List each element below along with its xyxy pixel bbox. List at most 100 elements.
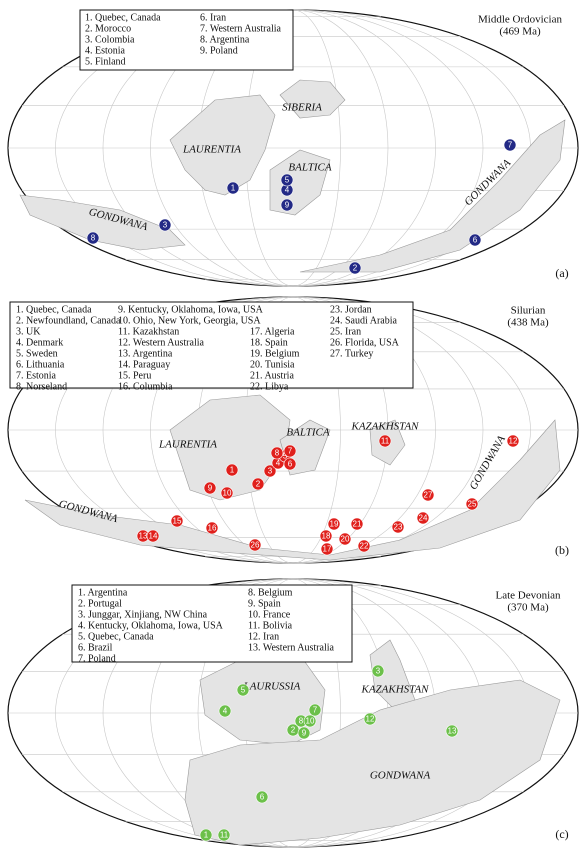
marker-number: 26 [251,541,260,550]
legend-entry: 10. France [248,609,291,620]
landmass [19,194,186,251]
legend-entry: 8. Norseland [16,381,67,392]
marker: 2 [251,477,265,491]
marker: 13 [136,529,150,543]
marker: 9 [203,481,217,495]
region-label: SIBERIA [282,102,322,114]
marker-dot [327,517,341,531]
marker: 3 [263,464,277,478]
marker-dot [308,703,322,717]
marker: 8 [294,714,308,728]
region-label: BALTICA [288,162,331,174]
marker-dot [251,477,265,491]
marker-dot [236,683,250,697]
legend-entry: 3. Junggar, Xinjiang, NW China [78,609,208,620]
legend-box [79,9,294,71]
marker-dot [378,434,392,448]
marker-number: 2 [256,480,261,489]
legend-entry: 6. Iran [200,12,226,23]
map-title: Late Devonian [495,590,561,602]
marker-number: 11 [220,831,229,840]
legend-entry: 7. Estonia [16,370,57,381]
marker-number: 27 [424,491,433,500]
marker-dot [203,481,217,495]
marker-number: 3 [163,221,168,230]
legend-entry: 12. Iran [248,631,279,642]
marker: 6 [283,457,297,471]
marker-dot [465,497,479,511]
marker-number: 1 [204,831,209,840]
legend-entry: 8. Argentina [200,34,250,45]
legend-entry: 11. Bolivia [248,620,293,631]
marker: 9 [280,198,294,212]
marker: 8 [86,231,100,245]
legend-entry: 8. Belgium [248,587,293,598]
marker-number: 22 [360,542,369,551]
marker: 7 [283,444,297,458]
marker: 27 [421,488,435,502]
marker-number: 15 [173,517,182,526]
marker-dot [217,828,231,842]
marker-number: 11 [381,437,390,446]
marker-number: 13 [139,532,148,541]
legend-entry: 23. Jordan [330,304,372,315]
legend-entry: 6. Lithuania [16,359,65,370]
marker-number: 16 [208,524,217,533]
marker-number: 17 [323,545,332,554]
legend-entry: 1. Argentina [78,587,128,598]
legend-entry: 6. Brazil [78,642,113,653]
legend-entry: 13. Argentina [118,348,173,359]
marker-number: 10 [223,489,232,498]
marker: 5 [236,683,250,697]
marker-dot [283,457,297,471]
region-label: LAURENTIA [182,144,241,156]
marker-number: 8 [91,234,96,243]
marker: 22 [357,539,371,553]
marker-number: 6 [473,236,478,245]
marker-dot [158,218,172,232]
marker-number: 5 [283,452,288,461]
marker: 9 [297,726,311,740]
legend-entry: 12. Western Australia [118,337,204,348]
marker-dot [280,198,294,212]
marker: 18 [319,529,333,543]
marker-dot [220,486,234,500]
marker-number: 18 [322,532,331,541]
landmass [299,119,566,273]
marker-dot [199,828,213,842]
marker: 1 [199,828,213,842]
landmass [169,94,276,196]
marker: 10 [303,714,317,728]
panel-label: (a) [555,266,568,280]
marker-number: 4 [276,459,281,468]
marker-number: 1 [230,466,235,475]
marker-dot [255,790,269,804]
marker-number: 9 [285,201,290,210]
marker-number: 7 [313,706,318,715]
region-label: BALTICA [286,427,329,439]
marker: 10 [220,486,234,500]
legend-entry: 7. Poland [78,653,116,664]
legend-entry: 19. Belgium [250,348,300,359]
marker: 11 [217,828,231,842]
marker-dot [338,532,352,546]
marker-dot [205,521,219,535]
legend-entry: 1. Quebec, Canada [85,12,161,23]
marker-number: 6 [288,460,293,469]
marker: 2 [348,261,362,275]
marker-dot [146,529,160,543]
legend-entry: 3. Colombia [85,34,135,45]
marker-dot [320,542,334,556]
marker: 12 [363,712,377,726]
marker: 26 [248,538,262,552]
marker-number: 7 [508,141,513,150]
marker-number: 4 [223,707,228,716]
marker-dot [218,704,232,718]
marker-dot [363,712,377,726]
legend-entry: 7. Western Australia [200,23,281,34]
region-label: KAZAKHSTAN [360,684,429,696]
marker-number: 13 [448,727,457,736]
marker: 5 [280,173,294,187]
